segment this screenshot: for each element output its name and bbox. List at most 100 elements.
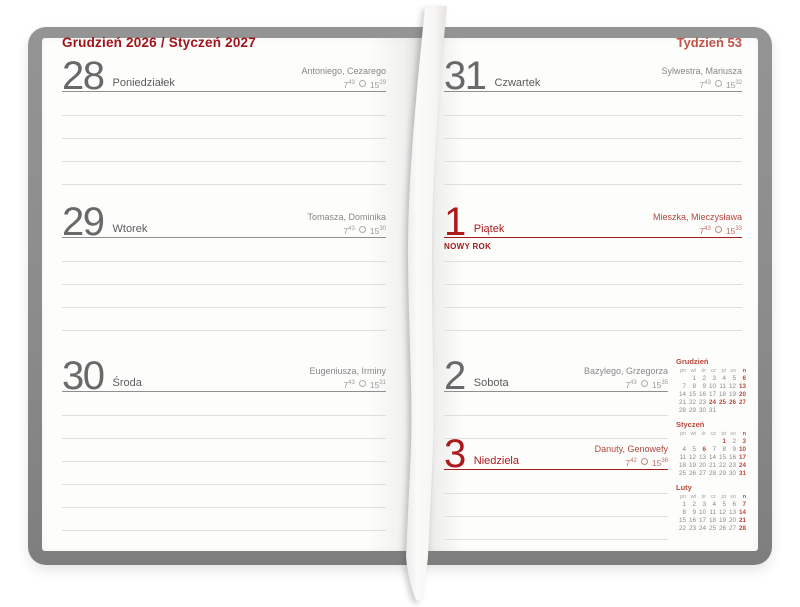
mini-calendar-month: Grudzień — [676, 357, 709, 366]
mini-calendar-day: 15 — [678, 517, 686, 524]
mini-calendar-day: 24 — [698, 525, 706, 532]
mini-calendar-day: 17 — [698, 517, 706, 524]
mini-calendar-day: 1 — [682, 501, 686, 508]
day-name: Poniedziałek — [112, 77, 175, 89]
mini-calendar-weekday: cz — [710, 431, 716, 437]
ruled-line — [62, 284, 386, 285]
ruled-line — [444, 330, 742, 331]
mini-calendar-day: 25 — [718, 399, 726, 406]
mini-calendar-day: 13 — [738, 383, 746, 390]
mini-calendar-weekday: wt — [690, 431, 696, 437]
mini-calendar-day: 5 — [692, 446, 696, 453]
ruled-line — [444, 161, 742, 162]
mini-calendar-day: 11 — [679, 454, 686, 461]
mini-calendar-day: 24 — [738, 462, 746, 469]
mini-calendar-day: 19 — [718, 517, 726, 524]
ruled-line — [62, 307, 386, 308]
name-days: Bazylego, Grzegorza — [583, 366, 668, 376]
day-meta: Mieszka, Mieczysława 743 1533 — [653, 212, 742, 236]
name-days: Sylwestra, Mariusza — [661, 66, 742, 76]
mini-calendar-day: 3 — [742, 438, 746, 445]
mini-calendar-day: 20 — [738, 391, 746, 398]
day-name: Czwartek — [494, 77, 541, 89]
name-days: Mieszka, Mieczysława — [652, 212, 742, 222]
name-days: Tomasza, Dominika — [307, 212, 386, 222]
mini-calendar-day: 16 — [728, 454, 736, 461]
mini-calendar-month: Luty — [676, 483, 692, 492]
mini-calendar-day: 8 — [692, 383, 696, 390]
mini-calendar-day: 1 — [722, 438, 726, 445]
ruled-line — [62, 138, 386, 139]
mini-calendar-weekday: so — [730, 368, 736, 374]
mini-calendar-week-row: 25 26 27 28 29 30 31 — [676, 470, 748, 478]
mini-calendar-day: 12 — [688, 454, 696, 461]
mini-calendar-day: 27 — [738, 399, 746, 406]
mini-calendar-day: 26 — [718, 525, 726, 532]
day-meta: Bazylego, Grzegorza 743 1535 — [584, 366, 668, 390]
mini-calendar-day: 18 — [718, 391, 726, 398]
day-meta: Eugeniusza, Irminy 743 1531 — [309, 366, 386, 390]
mini-calendar-day: 25 — [678, 470, 686, 477]
mini-calendar-weekday-row: pn wt śr cz pt so n — [676, 367, 748, 375]
mini-calendar-day: 21 — [708, 462, 716, 469]
day-section-3: 3 Niedziela Danuty, Genowefy 742 1536 — [444, 434, 668, 474]
mini-calendar-day: 17 — [738, 454, 746, 461]
mini-calendar-day: 4 — [682, 446, 686, 453]
day-name: Piątek — [473, 223, 505, 235]
mini-calendar-day: 23 — [698, 399, 706, 406]
ruled-line — [444, 307, 742, 308]
ruled-line — [444, 138, 742, 139]
day-number: 29 — [62, 200, 105, 244]
mini-calendar-day: 3 — [702, 501, 706, 508]
sun-icon — [640, 380, 648, 387]
mini-calendar-day: 29 — [688, 407, 696, 414]
mini-calendar-day: 1 — [692, 375, 696, 382]
mini-calendar-week-row: 8 9 10 11 12 13 14 — [676, 509, 748, 517]
mini-calendar-weekday: pt — [721, 368, 727, 374]
mini-calendar-day: 5 — [732, 375, 736, 382]
mini-calendar-day: 31 — [738, 470, 746, 477]
mini-calendar-weekday: śr — [701, 494, 707, 500]
mini-calendar-day: 7 — [742, 501, 746, 508]
mini-calendar-day: 14 — [738, 509, 746, 516]
day-number: 31 — [444, 54, 487, 98]
day-number: 1 — [444, 200, 466, 244]
mini-calendar-weekday: n — [742, 494, 746, 500]
ruled-line — [444, 261, 742, 262]
day-section-1: 1 Piątek Mieszka, Mieczysława 743 1533 — [444, 200, 742, 244]
mini-calendar-day: 8 — [682, 509, 686, 516]
mini-calendar-day: 16 — [698, 391, 706, 398]
sun-times: 743 1535 — [625, 380, 668, 390]
day-meta: Sylwestra, Mariusza 743 1532 — [661, 66, 742, 90]
day-name: Niedziela — [473, 455, 519, 467]
mini-calendar-day: 16 — [688, 517, 696, 524]
ruled-line — [444, 493, 668, 494]
mini-calendar-weekday: so — [730, 431, 736, 437]
sun-icon — [358, 80, 366, 87]
mini-calendar-day: 2 — [702, 375, 706, 382]
month-year-header: Grudzień 2026 / Styczeń 2027 — [62, 35, 256, 50]
mini-calendar-day: 22 — [718, 462, 726, 469]
mini-calendar-day — [726, 407, 736, 415]
mini-calendar-day: 20 — [728, 517, 736, 524]
mini-calendar-weekday: pt — [721, 431, 727, 437]
sun-times: 743 1531 — [343, 380, 386, 390]
mini-calendar-day: 18 — [678, 462, 686, 469]
mini-calendar-day: 27 — [728, 525, 736, 532]
mini-calendar-day: 4 — [712, 501, 716, 508]
mini-calendar-day: 19 — [688, 462, 696, 469]
day-number: 30 — [62, 354, 105, 398]
day-section-2: 2 Sobota Bazylego, Grzegorza 743 1535 — [444, 356, 668, 396]
mini-calendar-day: 28 — [738, 525, 746, 532]
mini-calendar-weekday: śr — [701, 431, 707, 437]
mini-calendar-day: 14 — [708, 454, 716, 461]
mini-calendar-week-row: 15 16 17 18 19 20 21 — [676, 517, 748, 525]
mini-calendar-day: 10 — [708, 383, 716, 390]
ruled-line — [62, 484, 386, 485]
mini-calendar-day: 31 — [708, 407, 716, 414]
mini-calendar-day: 30 — [728, 470, 736, 477]
